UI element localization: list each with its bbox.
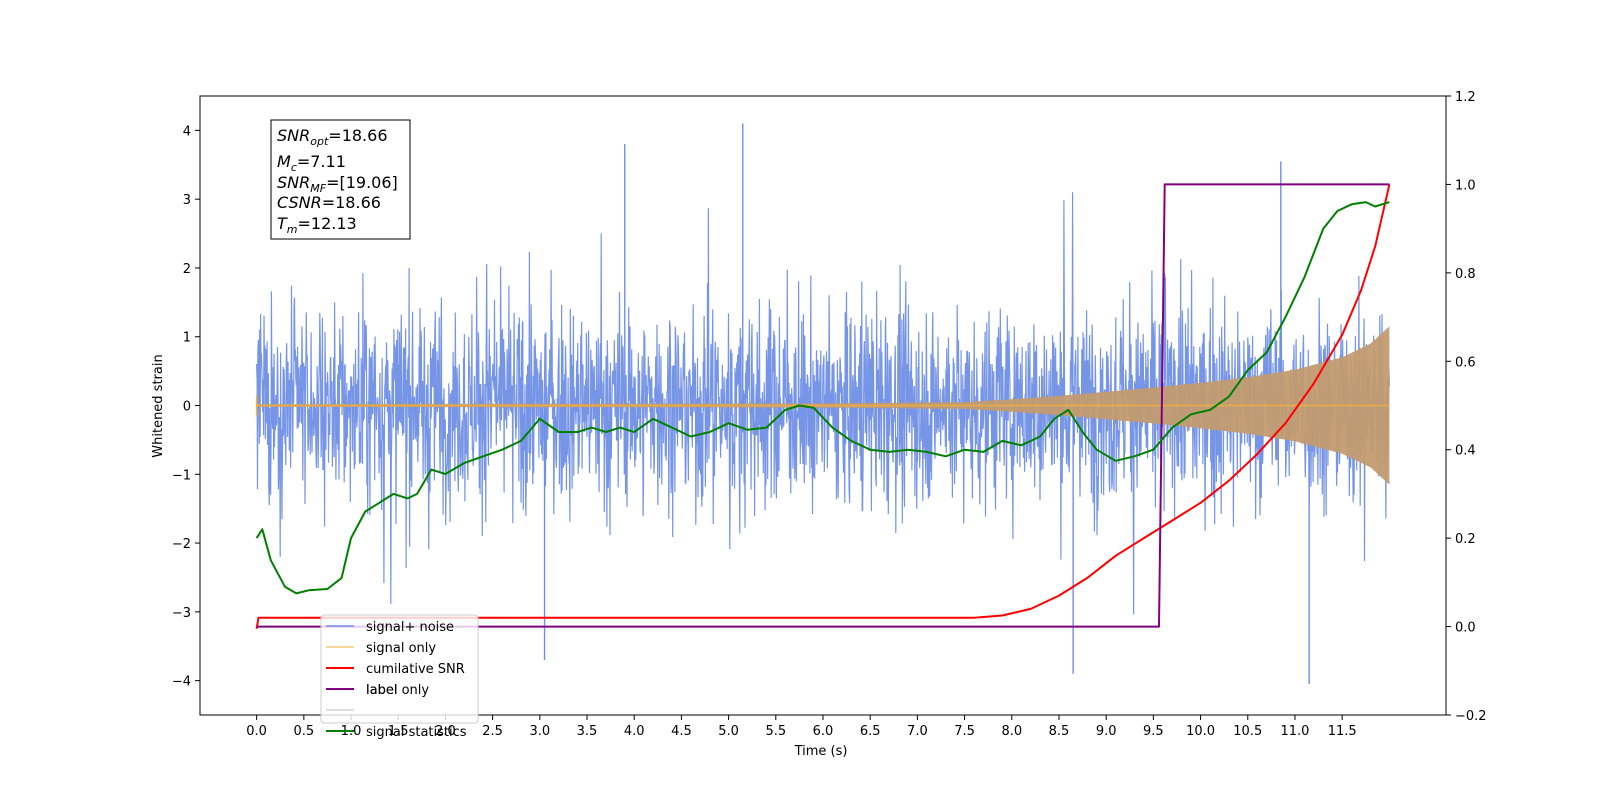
x-tick-label: 8.5 — [1049, 724, 1070, 739]
y-tick-label: 2 — [183, 262, 191, 277]
annotation-tm: Tm=12.13 — [277, 214, 357, 236]
x-tick-label: 1.5 — [388, 724, 409, 739]
y-tick-label: 0 — [183, 400, 191, 415]
x-tick-label: 0.0 — [246, 724, 267, 739]
x-tick-label: 8.0 — [1001, 724, 1022, 739]
x-tick-label: 10.5 — [1233, 724, 1262, 739]
y2-tick-label: 1.0 — [1455, 178, 1476, 193]
legend-label-label: label — [366, 683, 397, 698]
y-tick-label: −1 — [172, 468, 191, 483]
signal-plus-noise-line — [256, 192, 1390, 615]
annotation-snr-mf: SNRMF=[19.06] — [277, 173, 398, 195]
y2-tick-label: 0.8 — [1455, 267, 1476, 282]
x-tick-label: 6.0 — [813, 724, 834, 739]
y-axis-left: 4 3 2 1 0 −1 −2 −3 −4 — [172, 124, 200, 690]
series-cumilative-snr-line — [255, 184, 1391, 629]
x-tick-label: 5.0 — [718, 724, 739, 739]
y-axis-label: Whitened strain — [151, 354, 166, 457]
annotation-box: SNRopt=18.66 Mc=7.11 SNRMF=[19.06] CSNR=… — [270, 119, 411, 240]
y-tick-label: 3 — [183, 193, 191, 208]
series-signal-statistics-line — [255, 201, 1390, 595]
x-axis-label: Time (s) — [794, 744, 848, 759]
x-tick-label: 2.0 — [435, 724, 456, 739]
x-tick-label: 9.0 — [1096, 724, 1117, 739]
y-axis-right: 1.2 1.0 0.8 0.6 0.4 0.2 0.0 −0.2 — [1446, 90, 1487, 724]
x-tick-label: 5.5 — [765, 724, 786, 739]
y-tick-label: 1 — [183, 331, 191, 346]
legend-label-cumilative-snr: cumilative SNR — [366, 662, 465, 677]
series-label-line — [256, 183, 1390, 628]
x-tick-label: 9.5 — [1143, 724, 1164, 739]
legend-label-signal-noise: signal+ noise — [366, 620, 454, 635]
y-tick-label: −3 — [172, 606, 191, 621]
y2-tick-label: 0.6 — [1455, 355, 1476, 370]
y2-tick-label: −0.2 — [1455, 709, 1487, 724]
series-lines — [255, 183, 1391, 629]
x-tick-label: 11.5 — [1328, 724, 1357, 739]
legend: signal+ noise signal only cumilative SNR la… — [320, 614, 479, 740]
annotation-snr-opt: SNRopt=18.66 — [277, 126, 388, 148]
annotation-csnr: CSNR=18.66 — [277, 193, 381, 212]
y-tick-label: 4 — [183, 124, 191, 139]
x-tick-label: 7.5 — [954, 724, 975, 739]
x-tick-label: 3.0 — [529, 724, 550, 739]
legend-label-signal-only: signal only — [366, 641, 436, 656]
x-tick-label: 2.5 — [482, 724, 503, 739]
y2-tick-label: 0.0 — [1455, 621, 1476, 636]
x-tick-label: 3.5 — [577, 724, 598, 739]
y2-tick-label: 0.2 — [1455, 532, 1476, 547]
x-tick-label: 10.0 — [1186, 724, 1215, 739]
x-tick-label: 4.0 — [624, 724, 645, 739]
x-tick-label: 7.0 — [907, 724, 928, 739]
x-tick-label: 4.5 — [671, 724, 692, 739]
y2-tick-label: 0.4 — [1455, 444, 1476, 459]
series-signal-only — [255, 326, 1390, 485]
x-tick-label: 6.5 — [860, 724, 881, 739]
y-tick-label: −2 — [172, 537, 191, 552]
legend-label-signal-statistics: signal statistics — [366, 725, 467, 740]
y2-tick-label: 1.2 — [1455, 90, 1476, 105]
x-tick-label: 0.5 — [293, 724, 314, 739]
y-tick-label: −4 — [172, 675, 191, 690]
x-tick-label: 11.0 — [1280, 724, 1309, 739]
legend-label-label-only: label only — [366, 683, 429, 698]
annotation-mc: Mc=7.11 — [277, 152, 346, 174]
plot-area — [255, 123, 1391, 685]
